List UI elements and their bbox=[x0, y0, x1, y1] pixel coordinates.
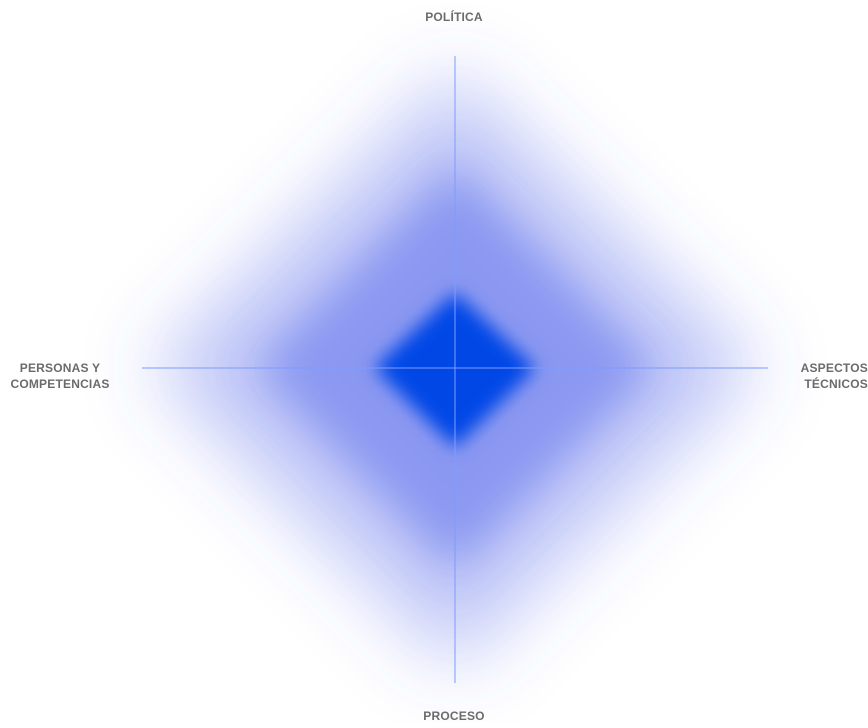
axis-label-aspectos-tecnicos: ASPECTOS TÉCNICOS bbox=[801, 360, 868, 392]
axis-label-left-line2: COMPETENCIAS bbox=[10, 377, 110, 391]
axis-label-left-line1: PERSONAS Y bbox=[19, 361, 101, 375]
axis-label-politica: POLÍTICA bbox=[425, 9, 483, 25]
axis-label-personas-competencias: PERSONAS Y COMPETENCIAS bbox=[10, 360, 109, 392]
axis-label-right-line1: ASPECTOS bbox=[800, 361, 868, 375]
axis-label-proceso: PROCESO bbox=[423, 708, 484, 724]
axis-label-right-line2: TÉCNICOS bbox=[804, 377, 868, 391]
axis-label-bottom-text: PROCESO bbox=[423, 709, 485, 723]
axis-label-top-text: POLÍTICA bbox=[425, 10, 483, 24]
